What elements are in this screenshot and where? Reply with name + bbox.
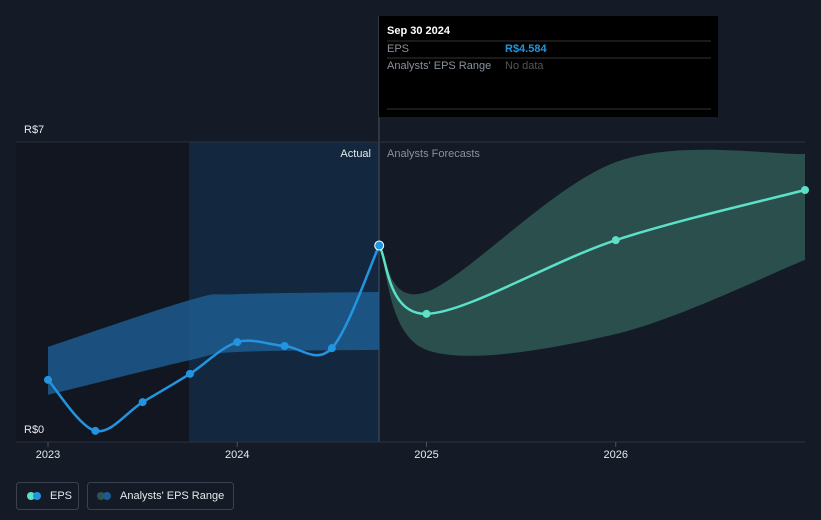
eps-point — [233, 338, 242, 347]
eps-point — [185, 369, 194, 378]
forecast-point — [422, 309, 431, 318]
eps-point — [327, 344, 336, 353]
legend-swatch — [33, 492, 41, 500]
tooltip-value: R$4.584 — [505, 43, 547, 55]
x-tick-label: 2023 — [36, 449, 60, 461]
past-shade — [16, 142, 189, 442]
eps-point — [280, 342, 289, 350]
range-area — [379, 149, 805, 356]
legend-button[interactable] — [16, 482, 79, 510]
legend-label: Analysts' EPS Range — [120, 490, 224, 502]
tooltip-box — [379, 16, 718, 117]
tooltip: Sep 30 2024 EPS R$4.584 Analysts' EPS Ra… — [379, 16, 718, 117]
forecast-point — [801, 186, 809, 194]
forecast-point — [611, 236, 620, 245]
actual-label: Actual — [340, 148, 371, 160]
recent-shade — [189, 142, 379, 442]
forecast-line — [378, 188, 806, 316]
x-tick-label: 2025 — [414, 449, 438, 461]
tooltip-date: Sep 30 2024 — [387, 25, 451, 37]
range-area — [48, 292, 380, 395]
legend-swatch — [103, 492, 111, 500]
legend: EPS Analysts' EPS Range — [16, 482, 234, 510]
forecast-label: Analysts Forecasts — [387, 148, 480, 160]
eps-point — [91, 426, 100, 435]
x-tick-label: 2024 — [225, 449, 249, 461]
legend-label: EPS — [50, 490, 72, 502]
tooltip-value: No data — [505, 60, 544, 72]
tooltip-label: EPS — [387, 43, 409, 55]
legend-swatch — [27, 492, 35, 500]
eps-point — [374, 240, 385, 251]
tooltip-label: Analysts' EPS Range — [387, 60, 491, 72]
legend-button[interactable] — [87, 482, 234, 510]
eps-point — [138, 398, 147, 407]
y-tick-label: R$7 — [24, 124, 44, 136]
x-tick-label: 2026 — [604, 449, 628, 461]
eps-point — [44, 375, 52, 384]
y-tick-label: R$0 — [24, 424, 44, 436]
legend-swatch — [97, 492, 105, 500]
